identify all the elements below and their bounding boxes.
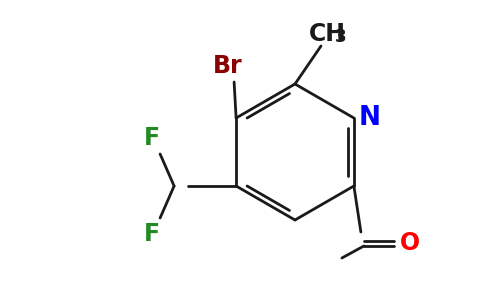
- Text: 3: 3: [335, 28, 347, 46]
- Text: F: F: [144, 222, 160, 246]
- Text: N: N: [359, 105, 381, 131]
- Text: CH: CH: [309, 22, 346, 46]
- Text: F: F: [144, 126, 160, 150]
- Text: O: O: [400, 231, 420, 255]
- Text: Br: Br: [213, 54, 243, 78]
